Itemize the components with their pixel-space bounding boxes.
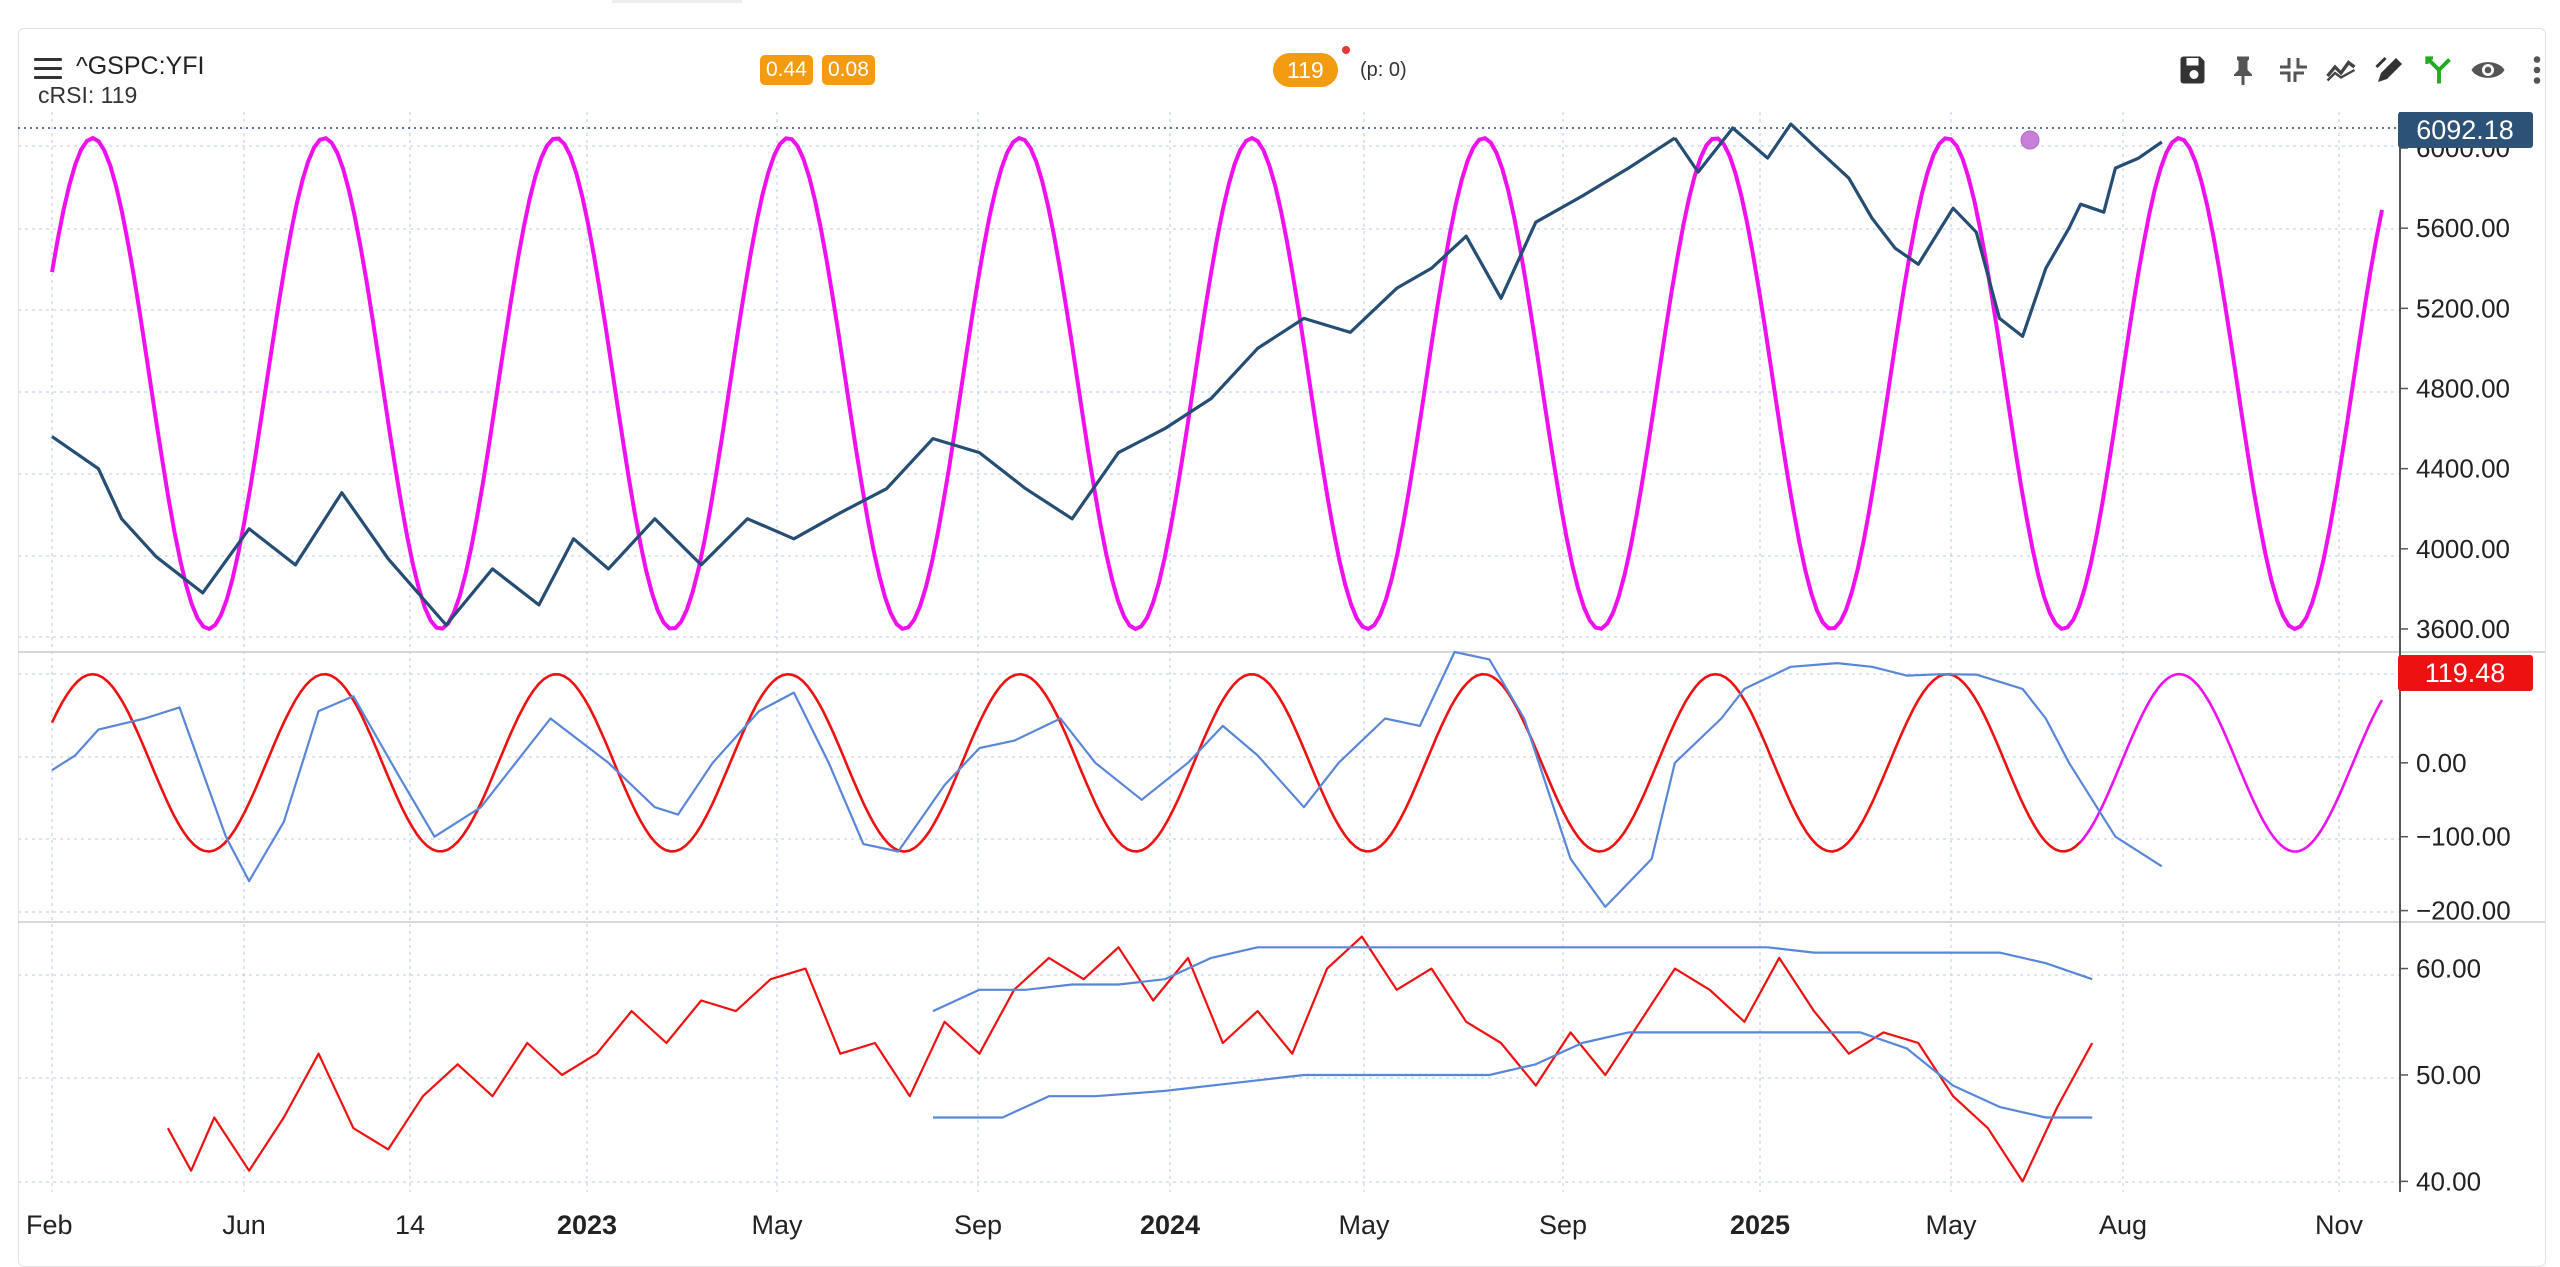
cycle-length-pill[interactable]: 119: [1273, 53, 1338, 87]
axis-layer: 6000.005600.005200.004800.004400.004000.…: [26, 112, 2533, 1240]
y-tick-label: 5200.00: [2416, 293, 2510, 323]
fork-icon[interactable]: [2421, 52, 2457, 88]
x-tick-label: May: [1338, 1210, 1390, 1240]
y-tick-label: 4000.00: [2416, 534, 2510, 564]
value-badge-a: 0.44: [760, 55, 813, 85]
x-tick-label: 14: [395, 1210, 425, 1240]
symbol-title[interactable]: ^GSPC:YFI: [76, 52, 205, 80]
top-tab-indicator: [612, 0, 742, 3]
draw-icon[interactable]: [2372, 52, 2408, 88]
last-crsi-badge-text: 119.48: [2425, 658, 2506, 688]
more-icon[interactable]: [2519, 52, 2555, 88]
hamburger-menu-icon[interactable]: [34, 58, 62, 80]
price-line: [1673, 122, 2163, 338]
collapse-icon[interactable]: [2274, 52, 2310, 88]
y-tick-label: 3600.00: [2416, 614, 2510, 644]
x-tick-label: Sep: [954, 1210, 1002, 1240]
y-tick-label: 50.00: [2416, 1060, 2481, 1090]
x-tick-label: Nov: [2315, 1210, 2364, 1240]
x-tick-label: 2023: [557, 1210, 617, 1240]
y-tick-label: 40.00: [2416, 1166, 2481, 1196]
grid-lines: [18, 112, 2545, 1192]
cursor-point: [2020, 130, 2040, 150]
upper-band-line: [932, 946, 2093, 1013]
y-tick-label: 5600.00: [2416, 213, 2510, 243]
x-tick-label: Feb: [26, 1210, 73, 1240]
y-tick-label: −100.00: [2416, 822, 2511, 852]
phase-label: (p: 0): [1360, 59, 1407, 81]
save-icon[interactable]: [2176, 52, 2212, 88]
x-tick-label: May: [1925, 1210, 1977, 1240]
last-crsi-badge: [2398, 655, 2533, 691]
series-layer: [18, 122, 2400, 1183]
price-line: [51, 136, 1676, 627]
y-tick-label: 0.00: [2416, 748, 2467, 778]
cycle-sine-line: [50, 135, 2384, 632]
x-tick-label: 2024: [1140, 1210, 1200, 1240]
y-tick-label: 4400.00: [2416, 454, 2510, 484]
indicator-label: cRSI: 119: [38, 82, 138, 108]
y-tick-label: −200.00: [2416, 896, 2511, 926]
lower-red-line: [166, 935, 2094, 1183]
y-tick-label: 60.00: [2416, 954, 2481, 984]
pin-icon[interactable]: [2225, 52, 2261, 88]
last-price-badge-text: 6092.18: [2416, 115, 2514, 145]
x-tick-label: Jun: [222, 1210, 266, 1240]
trend-icon[interactable]: [2323, 52, 2359, 88]
y-tick-label: 4800.00: [2416, 374, 2510, 404]
notification-dot: [1342, 46, 1350, 54]
projected-cycle-line: [2079, 672, 2384, 853]
x-tick-label: Aug: [2099, 1210, 2147, 1240]
lower-band-line: [933, 1031, 2093, 1119]
eye-icon[interactable]: [2470, 52, 2506, 88]
x-tick-label: May: [751, 1210, 803, 1240]
last-price-badge: [2398, 112, 2533, 148]
crsi-line: [51, 650, 2163, 908]
red-cycle-line: [50, 672, 2082, 853]
chart-frame: [18, 28, 2546, 1267]
value-badge-b: 0.08: [822, 55, 875, 85]
x-tick-label: Sep: [1539, 1210, 1587, 1240]
x-tick-label: 2025: [1730, 1210, 1790, 1240]
